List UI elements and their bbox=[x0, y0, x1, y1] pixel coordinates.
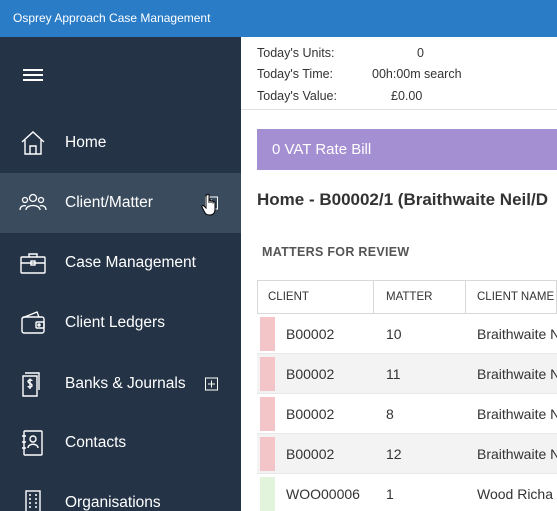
cell-client-name: Braithwaite N bbox=[477, 406, 557, 422]
cell-client: B00002 bbox=[286, 326, 335, 342]
page-title: Home - B00002/1 (Braithwaite Neil/D bbox=[257, 190, 548, 209]
column-header-client[interactable]: CLIENT bbox=[268, 291, 309, 303]
stats-divider bbox=[241, 109, 557, 110]
cell-client-name: Braithwaite N bbox=[477, 366, 557, 382]
search-link[interactable]: search bbox=[424, 67, 462, 81]
window-title-bar: Osprey Approach Case Management bbox=[0, 0, 557, 37]
table-row[interactable]: B00002 11 Braithwaite N bbox=[257, 354, 557, 394]
banner-text: 0 VAT Rate Bill bbox=[272, 141, 372, 158]
window-title: Osprey Approach Case Management bbox=[13, 11, 211, 25]
time-value: 00h:00m bbox=[372, 67, 421, 81]
status-flag bbox=[260, 317, 275, 351]
table-row[interactable]: B00002 12 Braithwaite N bbox=[257, 434, 557, 474]
cell-client: B00002 bbox=[286, 406, 335, 422]
cell-matter: 8 bbox=[386, 406, 394, 422]
table-row[interactable]: B00002 8 Braithwaite N bbox=[257, 394, 557, 434]
hamburger-menu-icon[interactable] bbox=[23, 69, 43, 81]
sidebar-item-organisations[interactable]: Organisations bbox=[0, 473, 241, 511]
cell-matter: 11 bbox=[386, 366, 401, 382]
status-flag bbox=[260, 357, 275, 391]
cell-client: WOO00006 bbox=[286, 486, 360, 502]
sidebar-item-client-ledgers[interactable]: Client Ledgers bbox=[0, 293, 241, 353]
sidebar-item-case-management[interactable]: Case Management bbox=[0, 233, 241, 293]
cell-matter: 10 bbox=[386, 326, 402, 342]
cell-matter: 1 bbox=[386, 486, 394, 502]
sidebar-item-label: Contacts bbox=[65, 434, 127, 451]
dollar-document-icon bbox=[22, 372, 40, 397]
cell-client-name: Braithwaite N bbox=[477, 446, 557, 462]
sidebar-item-label: Organisations bbox=[65, 494, 161, 511]
time-label: Today's Time: bbox=[257, 67, 334, 81]
units-value: 0 bbox=[417, 46, 424, 60]
people-icon bbox=[19, 193, 47, 211]
contact-card-icon bbox=[22, 430, 43, 456]
table-row[interactable]: WOO00006 1 Wood Richa bbox=[257, 474, 557, 511]
cell-client-name: Wood Richa bbox=[477, 486, 554, 502]
sidebar-item-banks-journals[interactable]: Banks & Journals bbox=[0, 354, 241, 414]
briefcase-icon bbox=[20, 253, 46, 274]
column-header-matter[interactable]: MATTER bbox=[386, 291, 433, 303]
home-icon bbox=[21, 131, 45, 155]
units-label: Today's Units: bbox=[257, 46, 335, 60]
wallet-icon bbox=[21, 311, 45, 334]
value-value: £0.00 bbox=[391, 89, 423, 103]
value-label: Today's Value: bbox=[257, 89, 337, 103]
cell-client: B00002 bbox=[286, 446, 335, 462]
sidebar-item-label: Banks & Journals bbox=[65, 375, 186, 392]
sidebar-item-client-matter[interactable]: Client/Matter bbox=[0, 173, 241, 233]
expand-icon[interactable] bbox=[205, 377, 218, 391]
sidebar-item-label: Client Ledgers bbox=[65, 314, 165, 331]
column-header-client-name[interactable]: CLIENT NAME bbox=[477, 291, 555, 303]
cell-matter: 12 bbox=[386, 446, 402, 462]
status-flag bbox=[260, 477, 275, 511]
status-flag bbox=[260, 437, 275, 471]
sidebar-item-label: Home bbox=[65, 134, 107, 151]
sidebar-item-label: Case Management bbox=[65, 254, 196, 271]
sidebar: Home Client/Matter Case Management Clien… bbox=[0, 37, 241, 511]
cell-client-name: Braithwaite N bbox=[477, 326, 557, 342]
main-content: Today's Units: 0 Today's Time: 00h:00m s… bbox=[241, 37, 557, 511]
sidebar-item-home[interactable]: Home bbox=[0, 113, 241, 173]
table-header: CLIENT MATTER CLIENT NAME bbox=[257, 280, 557, 314]
section-title: MATTERS FOR REVIEW bbox=[262, 245, 410, 259]
vat-rate-bill-banner[interactable]: 0 VAT Rate Bill bbox=[257, 129, 557, 170]
cell-client: B00002 bbox=[286, 366, 335, 382]
table-row[interactable]: B00002 10 Braithwaite N bbox=[257, 314, 557, 354]
status-flag bbox=[260, 397, 275, 431]
building-icon bbox=[25, 490, 41, 511]
hand-cursor-icon bbox=[201, 193, 216, 216]
sidebar-item-label: Client/Matter bbox=[65, 194, 153, 211]
sidebar-item-contacts[interactable]: Contacts bbox=[0, 413, 241, 473]
